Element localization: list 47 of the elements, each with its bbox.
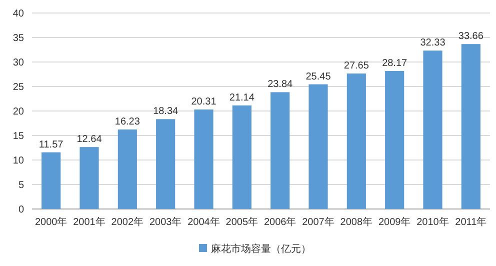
data-label: 12.64 xyxy=(76,134,102,146)
x-tick-label: 2000年 xyxy=(34,216,68,228)
data-label: 28.17 xyxy=(382,58,408,69)
bar xyxy=(346,74,366,209)
y-tick-label: 20 xyxy=(12,106,24,118)
y-tick-label: 0 xyxy=(18,204,24,216)
bar xyxy=(461,44,480,209)
x-tick-label: 2006年 xyxy=(264,216,296,228)
data-label: 18.34 xyxy=(153,106,179,118)
bar xyxy=(270,92,290,209)
data-label: 32.33 xyxy=(420,38,446,49)
bar xyxy=(423,50,442,209)
bar xyxy=(118,129,137,209)
data-label: 23.84 xyxy=(268,79,294,90)
bar xyxy=(80,147,99,209)
x-tick-label: 2005年 xyxy=(226,216,258,228)
y-tick-label: 10 xyxy=(12,156,24,166)
bar xyxy=(156,119,176,209)
y-tick-label: 5 xyxy=(18,180,24,191)
x-tick-label: 2011年 xyxy=(455,216,487,228)
data-label: 20.31 xyxy=(191,96,217,108)
legend-label: 麻花市场容量（亿元） xyxy=(211,243,311,255)
data-label: 21.14 xyxy=(229,92,255,104)
y-tick-label: 15 xyxy=(12,131,24,142)
x-tick-label: 2007年 xyxy=(302,216,334,228)
data-label: 27.65 xyxy=(344,60,370,72)
x-tick-label: 2008年 xyxy=(340,216,373,228)
x-tick-label: 2002年 xyxy=(111,216,144,228)
y-tick-label: 30 xyxy=(12,58,24,68)
x-tick-label: 2010年 xyxy=(416,216,449,228)
bar xyxy=(42,152,61,209)
x-tick-label: 2004年 xyxy=(188,216,220,228)
bar xyxy=(385,70,404,209)
bar xyxy=(194,109,214,209)
bar xyxy=(232,105,252,209)
x-tick-label: 2001年 xyxy=(73,216,106,228)
data-label: 25.45 xyxy=(306,71,332,82)
data-label: 33.66 xyxy=(458,31,484,42)
y-tick-label: 40 xyxy=(12,8,24,20)
y-tick-label: 35 xyxy=(12,33,24,44)
data-label: 11.57 xyxy=(38,139,64,150)
bar xyxy=(308,84,328,209)
x-tick-label: 2003年 xyxy=(149,216,182,228)
y-tick-label: 25 xyxy=(12,82,24,93)
legend: 麻花市场容量（亿元） xyxy=(199,244,311,255)
x-tick-label: 2009年 xyxy=(378,216,411,228)
data-label: 16.23 xyxy=(114,116,140,128)
